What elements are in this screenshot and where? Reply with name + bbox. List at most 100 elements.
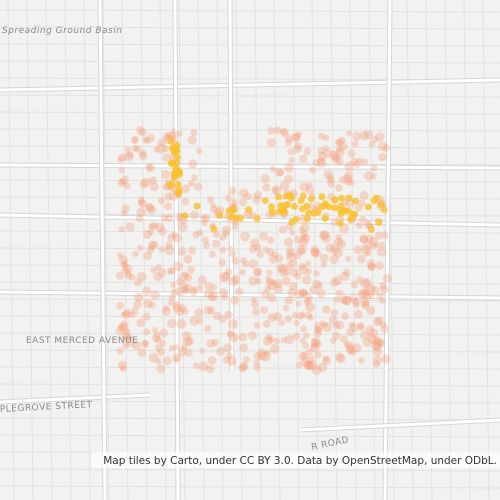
dot <box>315 282 323 290</box>
dot <box>208 250 216 258</box>
dot <box>371 135 379 143</box>
dot <box>121 332 131 342</box>
dot <box>148 244 155 251</box>
street <box>0 26 500 30</box>
dot <box>265 275 272 282</box>
dot <box>204 324 212 333</box>
dot <box>253 359 261 367</box>
dot <box>155 264 162 271</box>
dot <box>187 180 195 187</box>
dot <box>170 231 178 239</box>
dot <box>359 190 369 200</box>
dot <box>304 260 312 267</box>
dot <box>133 300 142 309</box>
dot <box>345 256 352 263</box>
hot-dot <box>170 148 178 156</box>
dot <box>380 321 387 328</box>
dot <box>322 321 329 328</box>
dot <box>304 311 313 319</box>
dot <box>267 336 275 344</box>
dot <box>300 351 309 360</box>
dot <box>291 311 299 319</box>
dot <box>306 294 313 301</box>
dot <box>322 322 332 333</box>
dot <box>312 279 322 289</box>
hot-dot <box>210 225 218 233</box>
dot <box>253 352 262 361</box>
dot <box>185 337 194 346</box>
dot <box>322 145 329 152</box>
dot <box>271 251 279 259</box>
street <box>45 0 53 500</box>
street <box>0 366 500 370</box>
dot <box>253 268 263 277</box>
dot <box>370 172 377 180</box>
dot <box>372 342 382 352</box>
dot <box>317 157 325 165</box>
dot <box>212 239 221 248</box>
dot <box>248 331 257 341</box>
dot <box>188 159 198 169</box>
dot <box>342 295 352 306</box>
street <box>0 417 500 421</box>
dot <box>335 138 344 147</box>
dot <box>330 219 338 226</box>
dot <box>218 314 227 324</box>
dot <box>269 278 277 286</box>
dot <box>371 340 382 351</box>
dot <box>359 130 369 141</box>
street <box>0 43 500 47</box>
hot-dot <box>170 169 178 177</box>
dot <box>170 128 177 135</box>
dot <box>366 306 376 316</box>
dot <box>304 268 312 275</box>
dot <box>339 142 348 151</box>
road <box>228 0 234 371</box>
dot <box>333 296 341 303</box>
dot <box>326 174 334 181</box>
dot <box>121 204 130 214</box>
dot <box>159 328 168 338</box>
dot <box>263 246 270 253</box>
dot <box>279 181 290 191</box>
dot <box>323 169 333 180</box>
dot <box>320 230 330 240</box>
dot <box>143 229 153 239</box>
dot <box>346 345 355 354</box>
dot <box>202 214 211 223</box>
dot <box>374 231 383 240</box>
dot <box>339 295 349 305</box>
dot <box>307 360 318 371</box>
dot <box>148 301 156 309</box>
dot <box>182 331 192 341</box>
attribution[interactable]: Map tiles by Carto, under CC BY 3.0. Dat… <box>103 455 497 467</box>
dot <box>381 354 391 364</box>
dot <box>335 138 342 146</box>
hot-dot <box>321 215 329 223</box>
dot <box>359 234 369 244</box>
dot <box>230 274 241 285</box>
street <box>0 60 500 64</box>
hot-dot <box>290 202 298 210</box>
dot <box>297 247 306 255</box>
dot <box>172 233 182 243</box>
dot <box>178 303 186 312</box>
dot <box>177 246 187 256</box>
dot <box>261 290 270 299</box>
dot <box>335 184 343 192</box>
dot <box>120 311 128 318</box>
dot <box>212 311 222 321</box>
dot <box>301 233 308 241</box>
dot <box>231 256 240 265</box>
dot <box>208 293 217 302</box>
dot <box>327 179 336 188</box>
dot <box>294 235 303 244</box>
dot <box>149 222 158 231</box>
dot <box>372 360 381 368</box>
hot-dot <box>331 204 339 212</box>
dot <box>229 250 237 258</box>
dot <box>357 323 365 331</box>
dot <box>143 328 151 336</box>
dot <box>298 351 308 361</box>
road <box>0 78 500 92</box>
